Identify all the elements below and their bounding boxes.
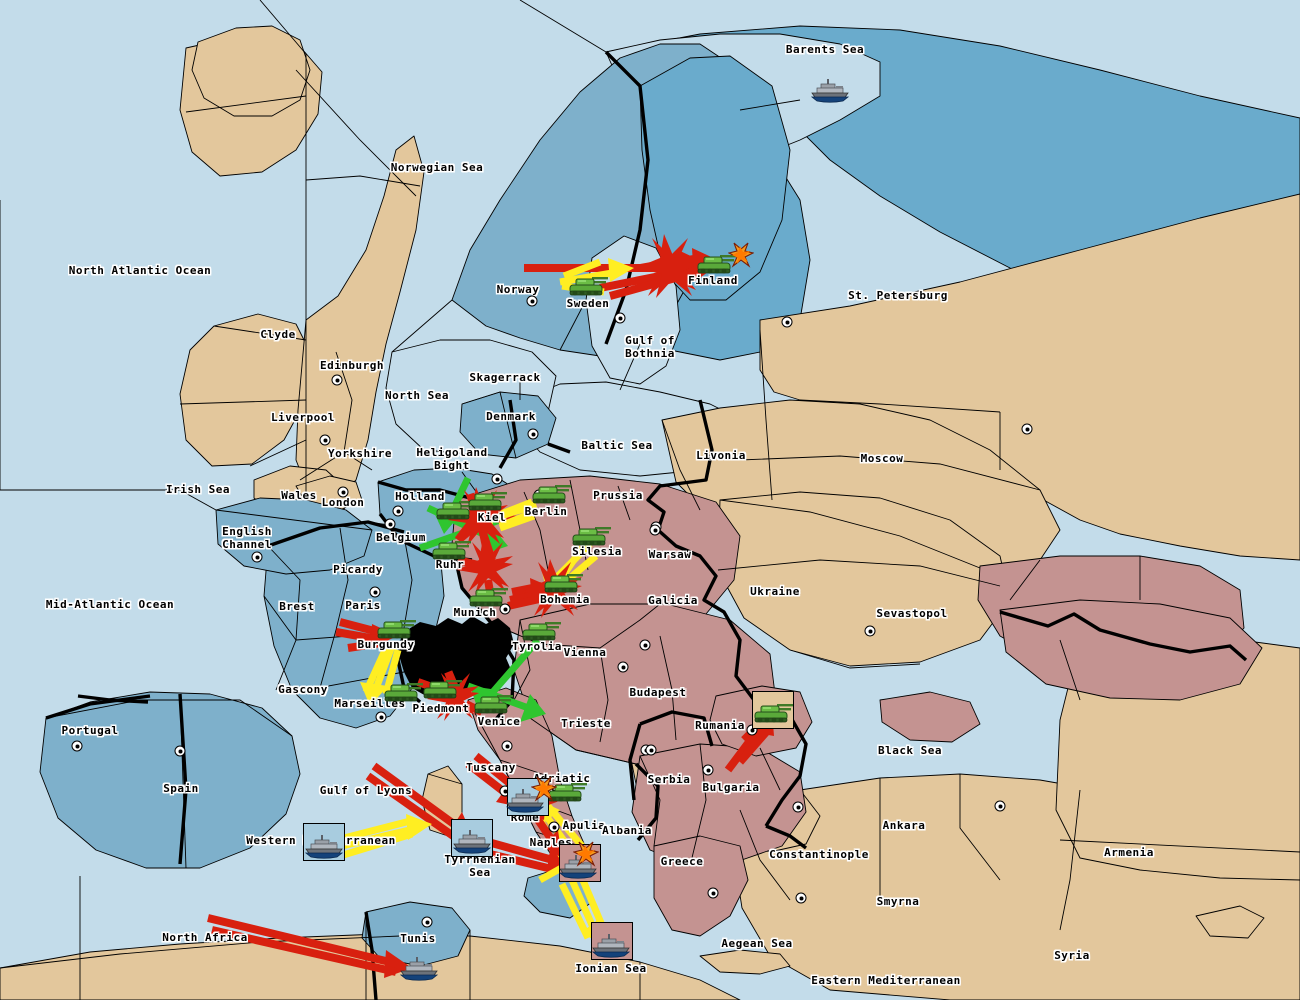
sc-portugal[interactable] — [71, 740, 83, 752]
sc-venice[interactable] — [501, 740, 513, 752]
fleet-naples[interactable] — [557, 852, 599, 880]
sc-tunis[interactable] — [421, 916, 433, 928]
army-piedmont[interactable] — [420, 674, 464, 702]
army-bohemia[interactable] — [541, 568, 585, 596]
sc-kiel[interactable] — [491, 473, 503, 485]
army-apulia[interactable] — [545, 777, 589, 805]
fleet-tunis[interactable] — [398, 954, 440, 982]
sc-constantinople[interactable] — [792, 801, 804, 813]
army-burgundy[interactable] — [374, 614, 418, 642]
army-finland[interactable] — [694, 249, 738, 277]
sc-denmark[interactable] — [527, 428, 539, 440]
sc-ankara[interactable] — [994, 800, 1006, 812]
army-venice[interactable] — [471, 689, 515, 717]
fleet-wmed[interactable] — [303, 832, 345, 860]
sc-vienna[interactable] — [617, 661, 629, 673]
sc-munich[interactable] — [499, 603, 511, 615]
sc-naples[interactable] — [548, 821, 560, 833]
sc-belgium[interactable] — [384, 518, 396, 530]
sc-bothnia[interactable] — [614, 312, 626, 324]
sc-paris[interactable] — [369, 586, 381, 598]
army-kiel-n[interactable] — [465, 486, 509, 514]
sc-holland[interactable] — [392, 505, 404, 517]
fleet-rome[interactable] — [504, 786, 546, 814]
army-marseilles[interactable] — [381, 677, 425, 705]
sc-greece[interactable] — [707, 887, 719, 899]
sc-london[interactable] — [337, 486, 349, 498]
sc-edinburgh[interactable] — [331, 374, 343, 386]
sc-serbia[interactable] — [645, 744, 657, 756]
sc-spain[interactable] — [174, 745, 186, 757]
sc-stp[interactable] — [781, 316, 793, 328]
army-sweden[interactable] — [566, 271, 610, 299]
sc-norway[interactable] — [526, 295, 538, 307]
sc-moscow[interactable] — [1021, 423, 1033, 435]
army-tyrolia[interactable] — [519, 616, 563, 644]
sc-liverpool[interactable] — [319, 434, 331, 446]
sc-warsaw[interactable] — [649, 524, 661, 536]
fleet-barents[interactable] — [809, 76, 851, 104]
sc-budapest[interactable] — [639, 639, 651, 651]
orders-scandinavia — [524, 234, 722, 300]
sc-smyrna[interactable] — [795, 892, 807, 904]
fleet-tyrrhenian[interactable] — [451, 827, 493, 855]
army-berlin[interactable] — [529, 479, 573, 507]
army-ruhr[interactable] — [429, 535, 473, 563]
sc-english-channel[interactable] — [251, 551, 263, 563]
sc-marseilles[interactable] — [375, 711, 387, 723]
army-rumania[interactable] — [751, 698, 795, 726]
sc-bulgaria[interactable] — [702, 764, 714, 776]
army-munich[interactable] — [466, 582, 510, 610]
fleet-ionian[interactable] — [590, 931, 632, 959]
army-silesia[interactable] — [569, 521, 613, 549]
sc-sevastopol[interactable] — [864, 625, 876, 637]
army-holland[interactable] — [433, 495, 477, 523]
